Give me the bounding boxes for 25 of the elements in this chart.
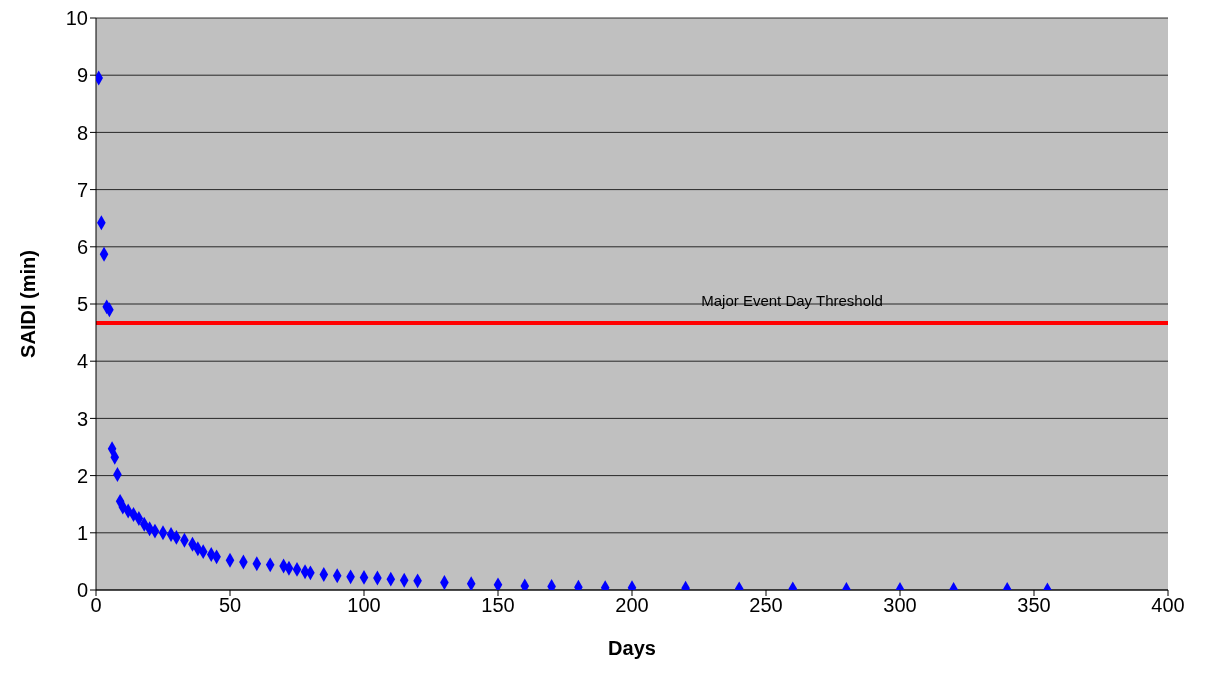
y-tick-label: 10 bbox=[65, 7, 88, 30]
y-tick-label: 5 bbox=[76, 293, 88, 316]
x-tick-label: 100 bbox=[347, 594, 381, 617]
x-tick-label: 200 bbox=[615, 594, 649, 617]
y-tick-label: 3 bbox=[76, 407, 88, 430]
point bbox=[466, 576, 476, 590]
y-tick-label: 4 bbox=[76, 350, 88, 373]
y-tick-label: 6 bbox=[76, 235, 88, 258]
x-tick-label: 400 bbox=[1151, 594, 1185, 617]
y-tick-label: 2 bbox=[76, 464, 88, 487]
x-tick-label: 150 bbox=[481, 594, 515, 617]
y-tick-label: 1 bbox=[76, 521, 88, 544]
x-tick-label: 350 bbox=[1017, 594, 1051, 617]
y-tick-label: 7 bbox=[76, 178, 88, 201]
y-tick-label: 8 bbox=[76, 121, 88, 144]
y-axis-title: SAIDI (min) bbox=[17, 250, 40, 358]
ref-line-label: Major Event Day Threshold bbox=[701, 291, 883, 309]
y-tick-label: 0 bbox=[76, 579, 88, 602]
x-tick-label: 300 bbox=[883, 594, 917, 617]
x-tick-label: 250 bbox=[749, 594, 783, 617]
y-tick-label: 9 bbox=[76, 64, 88, 87]
x-tick-label: 50 bbox=[218, 594, 242, 617]
x-tick-label: 0 bbox=[90, 594, 102, 617]
point bbox=[493, 577, 503, 590]
x-axis-title: Days bbox=[608, 637, 656, 659]
